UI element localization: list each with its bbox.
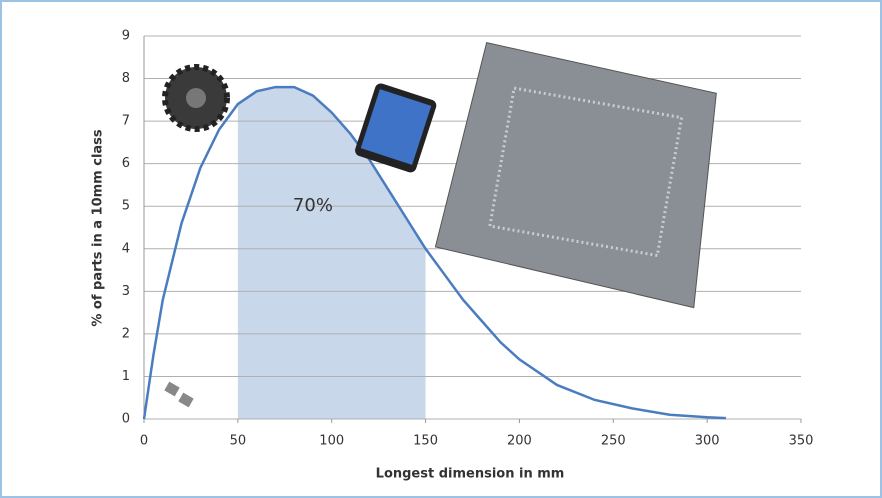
gear-picture bbox=[165, 67, 227, 129]
y-tick-label: 5 bbox=[122, 199, 130, 214]
y-tick-label: 1 bbox=[122, 369, 130, 384]
x-tick-label: 350 bbox=[789, 434, 814, 449]
x-tick-label: 150 bbox=[413, 434, 438, 449]
x-tick-label: 50 bbox=[230, 434, 247, 449]
y-tick-label: 0 bbox=[122, 412, 130, 427]
y-tick-label: 9 bbox=[122, 29, 130, 44]
y-tick-label: 3 bbox=[122, 284, 130, 299]
y-tick-label: 4 bbox=[122, 241, 130, 256]
y-tick-label: 7 bbox=[122, 114, 130, 129]
shade-annotation: 70% bbox=[293, 195, 333, 216]
x-tick-label: 0 bbox=[140, 434, 148, 449]
y-tick-label: 8 bbox=[122, 71, 130, 86]
x-tick-label: 200 bbox=[507, 434, 532, 449]
chart: 0 1 2 3 4 5 6 7 8 9 0 50 100 150 200 250 300 350 70% Longe… bbox=[0, 0, 882, 498]
y-axis-label: % of parts in a 10mm class bbox=[91, 129, 106, 327]
x-axis-label: Longest dimension in mm bbox=[376, 467, 565, 482]
x-tick-label: 250 bbox=[601, 434, 626, 449]
y-tick-label: 6 bbox=[122, 156, 130, 171]
x-tick-label: 100 bbox=[319, 434, 344, 449]
y-tick-label: 2 bbox=[122, 326, 130, 341]
x-tick-label: 300 bbox=[695, 434, 720, 449]
